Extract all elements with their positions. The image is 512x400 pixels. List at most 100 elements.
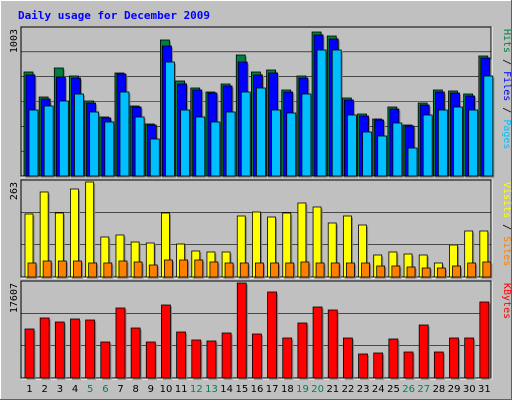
bar-pages-2 — [43, 105, 55, 178]
bar-sites-23 — [361, 262, 372, 279]
bar-kbytes-25 — [388, 338, 400, 380]
bar-sites-15 — [239, 262, 250, 279]
bar-sites-5 — [88, 262, 99, 279]
bar-pages-11 — [180, 109, 192, 178]
bar-kbytes-20 — [312, 306, 324, 380]
x-tick-label-24: 24 — [372, 384, 385, 395]
panel-max-label: 263 — [9, 182, 20, 200]
bar-sites-7 — [118, 260, 129, 279]
bar-sites-22 — [345, 262, 356, 279]
chart-title: Daily usage for December 2009 — [18, 9, 210, 22]
bar-kbytes-23 — [358, 353, 370, 380]
x-tick-label-13: 13 — [205, 384, 218, 395]
x-tick-label-27: 27 — [417, 384, 430, 395]
x-tick-label-11: 11 — [175, 384, 188, 395]
bar-kbytes-19 — [297, 322, 309, 380]
side-label-part: Files — [501, 71, 512, 101]
bar-pages-15 — [240, 91, 252, 178]
x-tick-label-4: 4 — [72, 384, 78, 395]
bar-pages-29 — [453, 106, 465, 178]
bar-sites-8 — [133, 261, 144, 279]
bar-pages-28 — [437, 109, 449, 178]
bar-sites-16 — [255, 262, 265, 279]
bar-sites-17 — [270, 262, 281, 279]
bar-pages-21 — [331, 49, 343, 178]
bar-kbytes-6 — [100, 341, 112, 380]
side-label-part: / — [501, 218, 512, 236]
x-tick-label-28: 28 — [433, 384, 446, 395]
bar-pages-26 — [407, 147, 419, 178]
bar-kbytes-28 — [433, 351, 445, 380]
bar-pages-27 — [422, 114, 434, 178]
bar-sites-18 — [285, 262, 296, 279]
x-tick-label-14: 14 — [220, 384, 233, 395]
bar-sites-2 — [42, 260, 53, 279]
bar-sites-26 — [406, 266, 417, 279]
bar-pages-1 — [28, 109, 40, 178]
bar-kbytes-14 — [221, 332, 233, 380]
bar-sites-6 — [103, 262, 114, 279]
bar-pages-5 — [89, 111, 101, 178]
x-tick-label-6: 6 — [102, 384, 108, 395]
bar-kbytes-24 — [373, 352, 385, 380]
bar-pages-22 — [346, 114, 358, 178]
bar-sites-12 — [194, 259, 205, 279]
bar-pages-10 — [165, 61, 176, 178]
x-tick-label-9: 9 — [148, 384, 154, 395]
side-label-part: Hits — [501, 29, 512, 53]
bar-pages-9 — [149, 138, 161, 178]
bar-pages-6 — [104, 121, 116, 178]
bar-kbytes-13 — [206, 340, 218, 380]
bar-sites-25 — [391, 265, 402, 279]
bar-sites-29 — [452, 265, 463, 279]
bar-kbytes-21 — [327, 309, 339, 380]
bar-pages-24 — [377, 135, 389, 178]
bar-sites-1 — [27, 262, 38, 279]
x-tick-label-22: 22 — [342, 384, 355, 395]
bar-kbytes-12 — [191, 339, 203, 380]
panel-side-label: Visits / Sites — [501, 182, 512, 266]
x-tick-label-7: 7 — [117, 384, 123, 395]
x-tick-label-19: 19 — [296, 384, 309, 395]
x-axis-labels: 1 2 3 4 5 6 7 8 9 10 11 12 13 14 15 16 17 18 19 20 21 22 23 24 2… — [26, 384, 490, 395]
x-tick-label-2: 2 — [42, 384, 48, 395]
bar-kbytes-7 — [115, 307, 127, 380]
bar-sites-4 — [73, 260, 83, 279]
bar-kbytes-1 — [24, 328, 36, 380]
panel-max-label: 1003 — [9, 29, 20, 53]
bar-pages-4 — [74, 93, 85, 178]
bar-pages-20 — [316, 49, 328, 178]
bar-kbytes-11 — [176, 331, 188, 380]
bar-kbytes-29 — [449, 337, 461, 380]
side-label-part: KBytes — [501, 283, 512, 319]
bar-kbytes-18 — [282, 337, 294, 380]
bar-sites-11 — [179, 259, 190, 279]
bar-pages-25 — [392, 122, 404, 178]
bar-kbytes-17 — [267, 291, 279, 380]
bar-sites-3 — [57, 260, 68, 279]
bar-pages-13 — [210, 121, 222, 178]
bar-kbytes-2 — [39, 317, 51, 380]
x-tick-label-3: 3 — [57, 384, 63, 395]
side-label-part: Pages — [501, 119, 512, 149]
bar-pages-8 — [134, 116, 146, 178]
x-tick-label-18: 18 — [281, 384, 294, 395]
bar-kbytes-3 — [54, 321, 66, 380]
x-tick-label-31: 31 — [478, 384, 491, 395]
bar-pages-14 — [225, 111, 237, 178]
x-tick-label-21: 21 — [326, 384, 339, 395]
bar-kbytes-22 — [342, 337, 354, 380]
bar-kbytes-27 — [418, 324, 430, 380]
bar-kbytes-9 — [145, 341, 157, 380]
x-tick-label-17: 17 — [266, 384, 279, 395]
panel-side-label: KBytes — [501, 283, 512, 319]
x-tick-label-15: 15 — [235, 384, 248, 395]
bar-pages-23 — [362, 131, 374, 178]
bar-pages-7 — [119, 91, 131, 178]
x-tick-label-26: 26 — [402, 384, 415, 395]
bar-sites-31 — [482, 261, 493, 279]
bar-pages-31 — [483, 75, 495, 178]
bar-pages-12 — [195, 116, 207, 178]
side-label-part: Visits — [501, 182, 512, 218]
